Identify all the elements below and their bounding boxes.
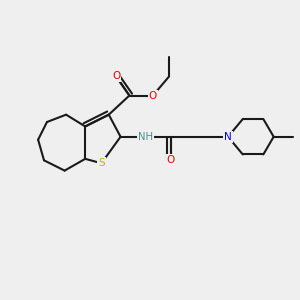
Text: O: O	[167, 155, 175, 165]
Text: O: O	[112, 71, 120, 81]
Text: NH: NH	[138, 132, 153, 142]
Text: O: O	[149, 91, 157, 100]
Text: N: N	[224, 132, 232, 142]
Text: S: S	[98, 158, 105, 168]
